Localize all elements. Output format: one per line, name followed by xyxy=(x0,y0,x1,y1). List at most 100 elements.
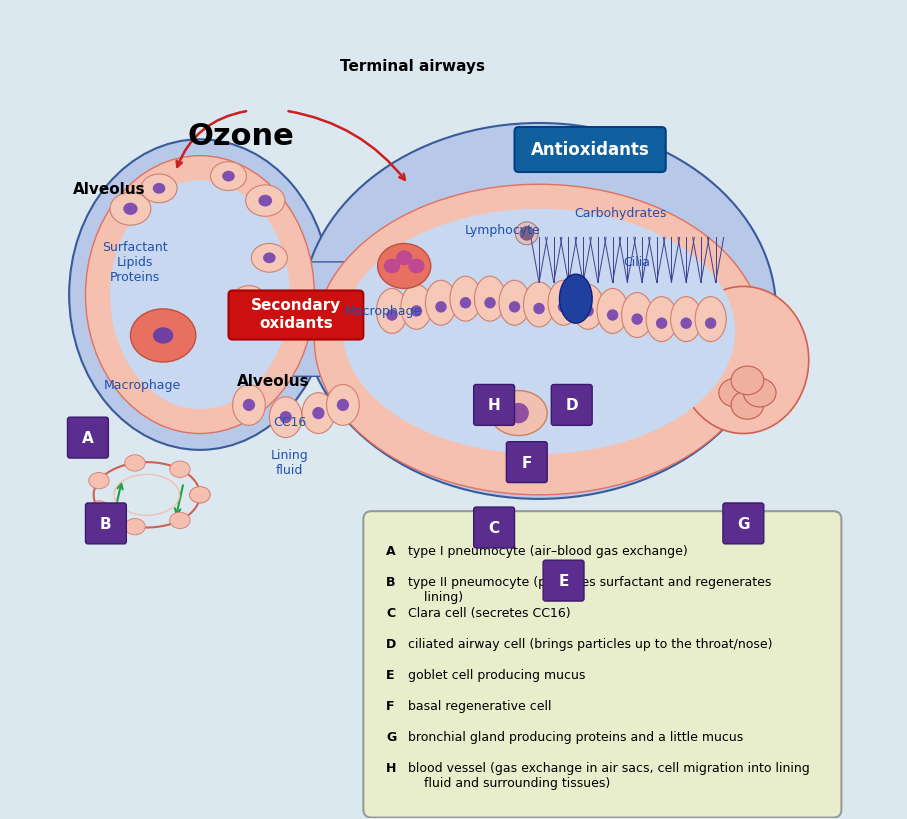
Ellipse shape xyxy=(560,275,592,324)
Ellipse shape xyxy=(509,404,529,423)
Ellipse shape xyxy=(558,301,570,313)
Text: E: E xyxy=(559,573,569,588)
Ellipse shape xyxy=(384,260,400,274)
Ellipse shape xyxy=(152,183,165,194)
Ellipse shape xyxy=(631,314,643,325)
Text: F: F xyxy=(522,455,532,470)
Text: F: F xyxy=(386,699,395,713)
Text: H: H xyxy=(386,762,396,774)
Ellipse shape xyxy=(153,328,173,344)
Ellipse shape xyxy=(376,289,407,334)
Ellipse shape xyxy=(110,193,151,226)
Ellipse shape xyxy=(401,285,432,330)
FancyBboxPatch shape xyxy=(514,128,666,173)
Ellipse shape xyxy=(386,310,397,321)
Ellipse shape xyxy=(499,281,530,326)
Ellipse shape xyxy=(243,294,255,304)
Ellipse shape xyxy=(302,124,776,500)
Ellipse shape xyxy=(396,251,413,266)
Ellipse shape xyxy=(258,196,272,207)
Ellipse shape xyxy=(646,297,678,342)
Ellipse shape xyxy=(269,397,302,438)
Ellipse shape xyxy=(210,162,247,192)
Ellipse shape xyxy=(327,385,359,426)
Ellipse shape xyxy=(343,210,736,455)
Ellipse shape xyxy=(719,379,752,408)
Ellipse shape xyxy=(411,305,422,317)
Ellipse shape xyxy=(490,391,547,436)
Text: E: E xyxy=(386,668,395,681)
Ellipse shape xyxy=(125,455,145,472)
Ellipse shape xyxy=(670,297,702,342)
Ellipse shape xyxy=(705,318,717,329)
Ellipse shape xyxy=(232,287,265,312)
Text: basal regenerative cell: basal regenerative cell xyxy=(408,699,551,713)
Ellipse shape xyxy=(89,501,109,518)
FancyBboxPatch shape xyxy=(473,508,514,548)
Ellipse shape xyxy=(572,285,604,330)
Text: ciliated airway cell (brings particles up to the throat/nose): ciliated airway cell (brings particles u… xyxy=(408,637,773,650)
FancyBboxPatch shape xyxy=(364,512,842,817)
Ellipse shape xyxy=(279,411,292,423)
Ellipse shape xyxy=(222,171,235,183)
Ellipse shape xyxy=(450,277,481,322)
Ellipse shape xyxy=(695,297,727,342)
Ellipse shape xyxy=(85,156,315,434)
Text: type II pneumocyte (produces surfactant and regenerates
    lining): type II pneumocyte (produces surfactant … xyxy=(408,575,772,603)
Text: Carbohydrates: Carbohydrates xyxy=(575,207,667,220)
Ellipse shape xyxy=(533,303,545,314)
Ellipse shape xyxy=(123,203,138,215)
Text: A: A xyxy=(386,544,395,557)
Text: D: D xyxy=(565,398,578,413)
Ellipse shape xyxy=(582,305,594,317)
Ellipse shape xyxy=(744,379,776,408)
Ellipse shape xyxy=(170,513,190,529)
Text: Macrophage: Macrophage xyxy=(104,378,181,391)
Ellipse shape xyxy=(190,487,210,504)
Ellipse shape xyxy=(425,281,456,326)
Ellipse shape xyxy=(678,287,809,434)
Ellipse shape xyxy=(474,277,505,322)
Text: G: G xyxy=(737,516,749,532)
Ellipse shape xyxy=(460,297,472,309)
FancyBboxPatch shape xyxy=(506,442,547,483)
Text: C: C xyxy=(386,606,395,619)
Ellipse shape xyxy=(408,260,424,274)
Ellipse shape xyxy=(131,310,196,363)
Ellipse shape xyxy=(680,318,692,329)
Text: Antioxidants: Antioxidants xyxy=(532,141,650,159)
Ellipse shape xyxy=(190,487,210,504)
Ellipse shape xyxy=(302,393,335,434)
Ellipse shape xyxy=(731,391,764,419)
Text: Lymphocyte: Lymphocyte xyxy=(464,224,541,237)
Text: Surfactant
Lipids
Proteins: Surfactant Lipids Proteins xyxy=(102,241,167,284)
FancyBboxPatch shape xyxy=(723,504,764,544)
Ellipse shape xyxy=(621,293,653,338)
Text: A: A xyxy=(82,431,93,446)
Ellipse shape xyxy=(243,400,255,411)
Text: Alveolus: Alveolus xyxy=(237,373,310,388)
Ellipse shape xyxy=(312,408,325,419)
FancyBboxPatch shape xyxy=(67,418,108,459)
Ellipse shape xyxy=(731,367,764,396)
FancyBboxPatch shape xyxy=(229,291,364,340)
Ellipse shape xyxy=(89,473,109,489)
Text: CC16: CC16 xyxy=(273,415,307,428)
FancyBboxPatch shape xyxy=(85,504,126,544)
Text: bronchial gland producing proteins and a little mucus: bronchial gland producing proteins and a… xyxy=(408,731,744,744)
Ellipse shape xyxy=(125,519,145,535)
Text: Secondary
oxidants: Secondary oxidants xyxy=(251,298,341,330)
Ellipse shape xyxy=(377,244,431,289)
Ellipse shape xyxy=(315,185,764,495)
FancyBboxPatch shape xyxy=(286,263,384,377)
Ellipse shape xyxy=(515,223,538,246)
Text: Clara cell (secretes CC16): Clara cell (secretes CC16) xyxy=(408,606,571,619)
Text: B: B xyxy=(100,516,112,532)
Ellipse shape xyxy=(548,281,579,326)
FancyBboxPatch shape xyxy=(551,385,592,426)
Ellipse shape xyxy=(597,289,629,334)
Ellipse shape xyxy=(110,181,290,410)
Text: Macrophage: Macrophage xyxy=(346,305,423,318)
Text: blood vessel (gas exchange in air sacs, cell migration into lining
    fluid and: blood vessel (gas exchange in air sacs, … xyxy=(408,762,810,790)
Text: C: C xyxy=(489,520,500,536)
